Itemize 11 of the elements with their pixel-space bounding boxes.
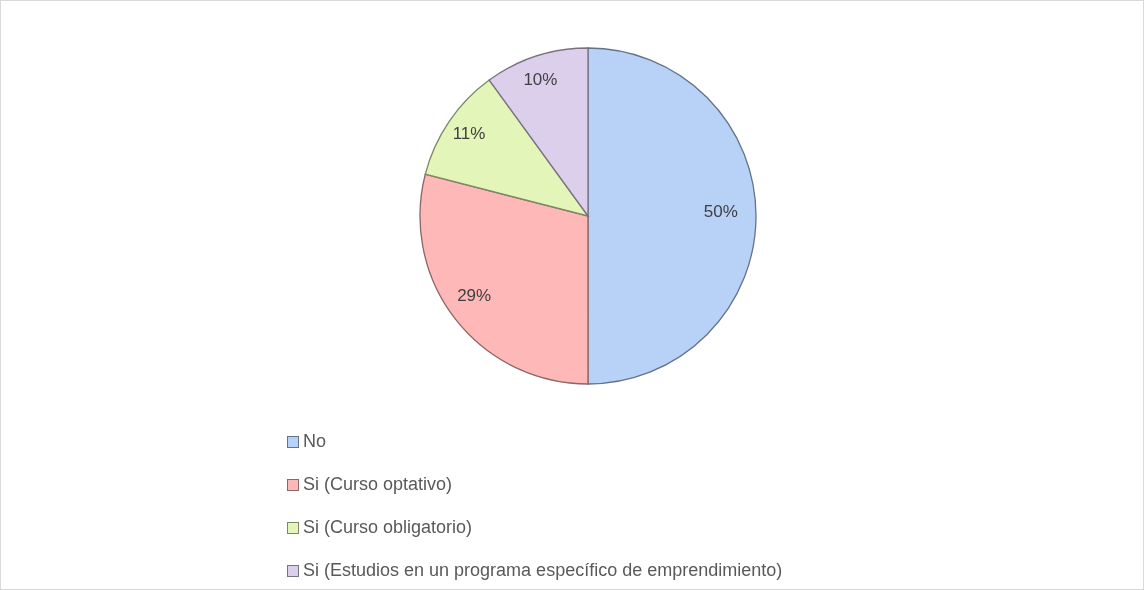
legend-label: Si (Curso obligatorio) bbox=[303, 517, 473, 538]
legend-label: Si (Estudios en un programa específico de emprendimiento) bbox=[303, 560, 783, 581]
data-label: 10% bbox=[523, 70, 558, 90]
pie-slice bbox=[587, 47, 757, 385]
data-label: 29% bbox=[457, 285, 492, 305]
pie-slice bbox=[488, 47, 589, 217]
pie-slice bbox=[419, 173, 589, 385]
legend-label: No bbox=[303, 431, 327, 452]
data-label: 11% bbox=[452, 124, 486, 144]
legend-label: Si (Curso optativo) bbox=[303, 474, 453, 495]
data-label: 50% bbox=[703, 201, 738, 221]
